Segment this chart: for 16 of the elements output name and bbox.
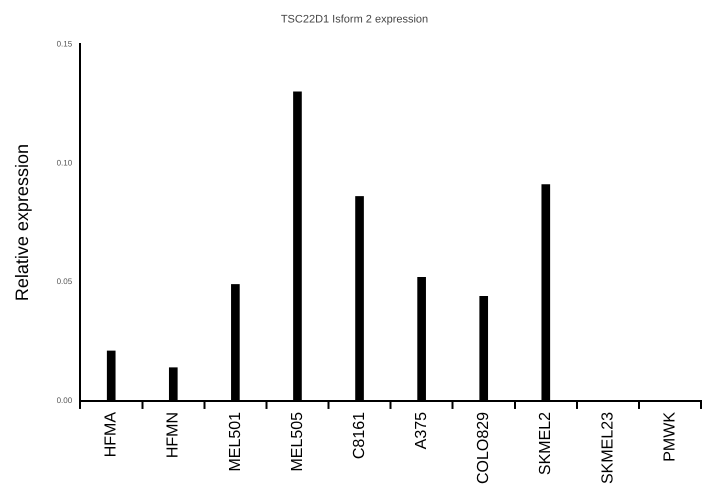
x-tick-label: MEL501 [226, 412, 244, 472]
y-tick-label: 0.00 [56, 396, 73, 406]
x-tick-label: HFMA [102, 412, 120, 458]
x-tick-label: MEL505 [288, 412, 306, 472]
x-tick-label: SKMEL2 [537, 412, 554, 476]
x-tick-label: A375 [413, 412, 430, 450]
x-tick-label: COLO829 [475, 412, 492, 484]
y-axis-title: Relative expression [12, 144, 32, 302]
x-tick-label: SKMEL23 [599, 412, 616, 484]
chart-title: TSC22D1 Isform 2 expression [280, 14, 428, 26]
x-tick-label: HFMN [164, 412, 182, 458]
y-tick-label: 0.10 [56, 158, 73, 168]
x-tick-label: C8161 [350, 412, 368, 460]
y-tick-label: 0.15 [56, 39, 73, 48]
x-tick-label: PMWK [661, 412, 678, 462]
y-tick-label: 0.05 [56, 277, 73, 286]
